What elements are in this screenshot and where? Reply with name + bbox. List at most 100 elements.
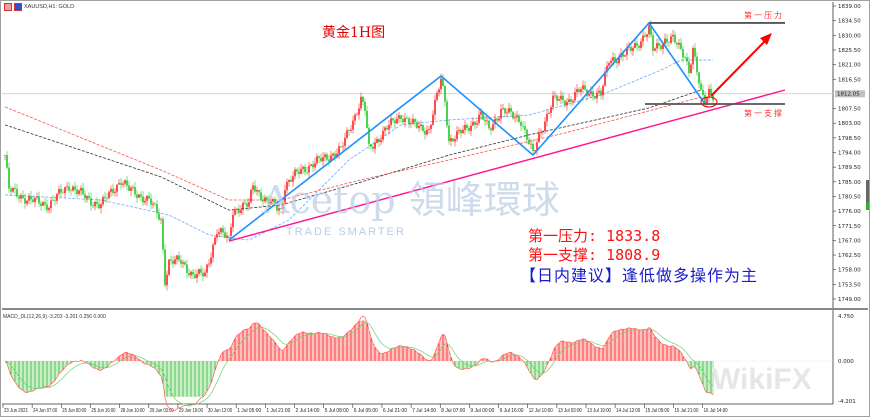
candle-body: [380, 139, 382, 143]
candle-body: [536, 142, 538, 151]
candle-body: [558, 99, 560, 101]
candle-body: [588, 93, 590, 96]
candle-body: [140, 194, 142, 197]
candle-body: [564, 100, 566, 106]
candle-body: [326, 154, 328, 160]
candle-body: [260, 192, 262, 201]
candle-body: [398, 115, 400, 119]
candle-body: [64, 187, 66, 194]
candle-body: [602, 85, 604, 96]
candle-body: [422, 124, 424, 132]
up-arrow-shaft: [710, 37, 769, 97]
candle-body: [348, 130, 350, 131]
candle-body: [100, 204, 102, 209]
candle-body: [504, 108, 506, 114]
candle-body: [396, 118, 398, 124]
candle-body: [508, 108, 510, 113]
candle-body: [30, 196, 32, 200]
candle-body: [220, 228, 222, 233]
candle-body: [174, 259, 176, 264]
candle-body: [432, 114, 434, 125]
candle-body: [66, 186, 68, 188]
macd-y-tick-label: 4.750: [838, 314, 854, 320]
candle-body: [394, 120, 396, 124]
candle-body: [360, 96, 362, 109]
resistance-text: 第一压力: 1833.8: [528, 227, 661, 245]
candle-body: [542, 130, 544, 132]
scroll-thumb[interactable]: [866, 180, 869, 210]
y-tick-label: 1785.00: [838, 180, 861, 186]
candle-body: [686, 57, 688, 62]
candle-body: [132, 187, 134, 188]
candle-body: [402, 119, 404, 123]
candle-body: [616, 61, 618, 64]
candle-body: [40, 203, 42, 206]
candle-body: [694, 48, 696, 57]
candle-body: [200, 268, 202, 273]
candle-body: [590, 91, 592, 94]
candle-body: [512, 111, 514, 119]
candle-body: [162, 218, 164, 250]
candle-body: [292, 176, 294, 182]
candle-body: [576, 89, 578, 93]
candle-body: [22, 195, 24, 199]
candle-body: [408, 118, 410, 124]
candle-body: [60, 189, 62, 193]
candle-body: [334, 153, 336, 158]
candle-body: [256, 189, 258, 192]
candle-body: [116, 184, 118, 192]
candle-body: [612, 57, 614, 61]
candle-body: [356, 114, 358, 116]
advice-text: 【日内建议】逢低做多操作为主: [520, 266, 759, 285]
candle-body: [208, 263, 210, 265]
candle-body: [294, 169, 296, 177]
candle-body: [690, 64, 692, 73]
candle-body: [484, 119, 486, 122]
candle-body: [566, 101, 568, 106]
candle-body: [476, 123, 478, 125]
candle-body: [302, 166, 304, 169]
candle-body: [684, 57, 686, 58]
candle-body: [680, 42, 682, 49]
candle-body: [682, 48, 684, 58]
candle-body: [688, 61, 690, 73]
candle-body: [532, 143, 534, 151]
candle-body: [552, 95, 554, 108]
candle-body: [660, 45, 662, 50]
candle-body: [180, 260, 182, 264]
candle-body: [470, 125, 472, 131]
candle-body: [14, 187, 16, 189]
candle-body: [160, 218, 162, 220]
candle-body: [520, 122, 522, 126]
candle-body: [342, 145, 344, 147]
candle-body: [362, 96, 364, 102]
candle-body: [306, 172, 308, 173]
candle-body: [122, 183, 124, 185]
x-tick-label: 8 Jul 07:00: [441, 408, 465, 414]
candle-body: [118, 183, 120, 185]
x-tick-label: 6 Jul 21:00: [383, 408, 407, 414]
candle-body: [110, 188, 112, 192]
candle-body: [188, 273, 190, 276]
macd-y-tick-label: 0.000: [838, 359, 854, 365]
candle-body: [530, 143, 532, 145]
zigzag-segment: [228, 75, 442, 241]
candle-body: [696, 56, 698, 73]
macd-histogram: [6, 320, 714, 397]
x-tick-label: 12 Jul 10:00: [529, 408, 553, 414]
candle-body: [372, 146, 374, 149]
candle-body: [300, 168, 302, 174]
candle-body: [312, 164, 314, 168]
candle-body: [106, 197, 108, 199]
candle-body: [144, 200, 146, 203]
candle-body: [490, 128, 492, 131]
candle-body: [274, 199, 276, 206]
candle-body: [270, 201, 272, 205]
candle-body: [340, 146, 342, 147]
candle-body: [12, 187, 14, 192]
candle-body: [592, 91, 594, 97]
candle-body: [4, 155, 6, 156]
candle-body: [540, 131, 542, 134]
candle-body: [54, 200, 56, 201]
